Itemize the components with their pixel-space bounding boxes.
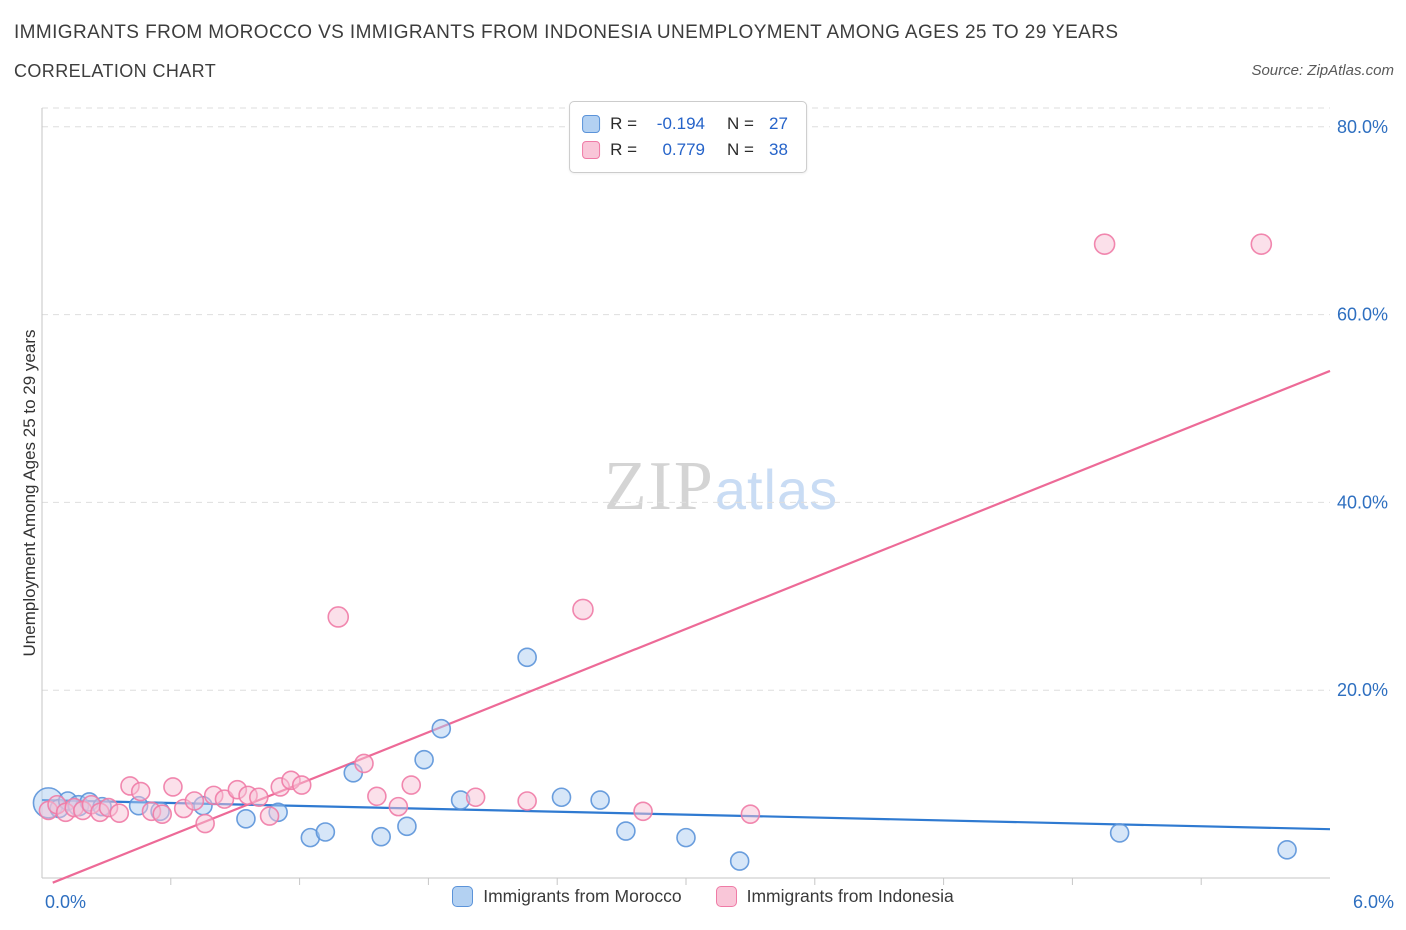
series-legend: Immigrants from Morocco Immigrants from … (0, 886, 1406, 907)
x-axis-tick-label-min: 0.0% (45, 892, 86, 912)
scatter-point-indonesia[interactable] (517, 791, 537, 811)
scatter-point-indonesia[interactable] (633, 801, 653, 822)
legend-item-indonesia[interactable]: Immigrants from Indonesia (715, 886, 954, 907)
scatter-point-indonesia[interactable] (327, 606, 350, 628)
y-axis-tick-label: 80.0% (1337, 117, 1388, 137)
scatter-point-indonesia[interactable] (184, 791, 205, 811)
page-subtitle: CORRELATION CHART (14, 61, 217, 81)
scatter-point-indonesia[interactable] (367, 786, 387, 807)
r-label: R = (610, 114, 637, 133)
scatter-point-indonesia[interactable] (163, 777, 183, 797)
scatter-point-indonesia[interactable] (465, 787, 486, 808)
scatter-point-morocco[interactable] (616, 821, 636, 841)
r-label: R = (610, 140, 637, 159)
scatter-point-morocco[interactable] (414, 749, 434, 770)
scatter-point-indonesia[interactable] (354, 753, 374, 774)
n-value-indonesia: 38 (769, 140, 788, 159)
y-axis-tick-label: 60.0% (1337, 305, 1388, 325)
scatter-point-morocco[interactable] (676, 827, 696, 848)
legend-label-indonesia: Immigrants from Indonesia (746, 886, 954, 906)
correlation-row-indonesia: R = 0.779 N = 38 (582, 137, 788, 163)
legend-label-morocco: Immigrants from Morocco (483, 886, 682, 906)
scatter-point-indonesia[interactable] (572, 598, 594, 621)
indonesia-legend-swatch-icon (715, 886, 737, 907)
scatter-point-indonesia[interactable] (388, 796, 409, 817)
scatter-point-morocco[interactable] (517, 647, 537, 668)
scatter-point-indonesia[interactable] (1093, 233, 1116, 255)
scatter-point-morocco[interactable] (315, 822, 336, 842)
scatter-point-indonesia[interactable] (195, 813, 215, 834)
trend-line-indonesia (52, 369, 1331, 884)
source-attribution: Source: ZipAtlas.com (1251, 62, 1394, 79)
scatter-point-indonesia[interactable] (1250, 233, 1273, 255)
scatter-point-indonesia[interactable] (740, 804, 761, 824)
scatter-point-morocco[interactable] (551, 787, 572, 808)
scatter-point-morocco[interactable] (236, 809, 256, 829)
scatter-point-morocco[interactable] (431, 718, 452, 739)
y-axis-tick-label: 40.0% (1337, 492, 1388, 512)
x-axis-tick-label-max: 6.0% (1353, 892, 1394, 912)
scatter-point-indonesia[interactable] (249, 787, 269, 808)
y-axis-tick-label: 20.0% (1337, 680, 1388, 700)
r-value-morocco: -0.194 (656, 114, 705, 133)
n-value-morocco: 27 (769, 114, 788, 133)
r-value-indonesia: 0.779 (662, 140, 705, 159)
scatter-point-morocco[interactable] (397, 816, 417, 837)
correlation-legend-box: R = -0.194 N = 27 R = 0.779 N = 38 (569, 101, 807, 173)
scatter-point-indonesia[interactable] (109, 803, 130, 824)
scatter-point-indonesia[interactable] (130, 781, 151, 802)
morocco-legend-swatch-icon (452, 886, 474, 907)
scatter-point-morocco[interactable] (1277, 840, 1297, 860)
scatter-point-indonesia[interactable] (291, 775, 312, 795)
scatter-point-morocco[interactable] (1109, 823, 1130, 843)
page-title: IMMIGRANTS FROM MOROCCO VS IMMIGRANTS FR… (14, 22, 1119, 43)
scatter-point-morocco[interactable] (590, 790, 610, 810)
correlation-row-morocco: R = -0.194 N = 27 (582, 111, 788, 137)
scatter-point-indonesia[interactable] (259, 806, 280, 826)
legend-item-morocco[interactable]: Immigrants from Morocco (452, 886, 682, 907)
scatter-point-indonesia[interactable] (401, 775, 422, 795)
n-label: N = (727, 114, 754, 133)
indonesia-swatch-icon (582, 141, 601, 159)
morocco-swatch-icon (582, 115, 601, 133)
scatter-point-morocco[interactable] (729, 851, 750, 871)
n-label: N = (727, 140, 754, 159)
scatter-point-morocco[interactable] (371, 826, 391, 847)
scatter-point-indonesia[interactable] (152, 804, 173, 824)
trend-line-morocco (41, 798, 1331, 831)
y-axis-title: Unemployment Among Ages 25 to 29 years (20, 329, 39, 657)
